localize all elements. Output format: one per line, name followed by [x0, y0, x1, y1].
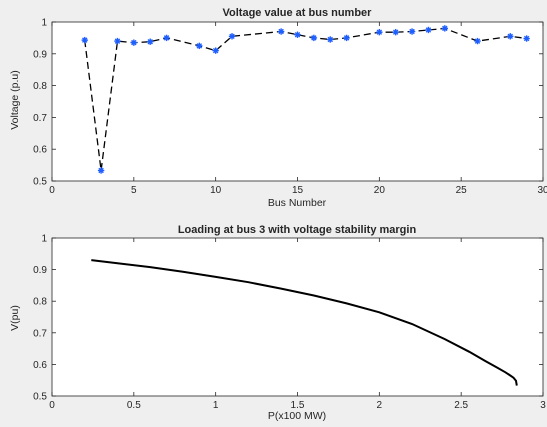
data-point-stroke: [98, 167, 104, 174]
data-point-stroke: [409, 28, 415, 35]
data-point: [130, 39, 138, 46]
y-tick-label: 0.8: [33, 81, 47, 92]
data-point-stroke: [196, 43, 203, 49]
data-point-stroke: [474, 38, 481, 44]
x-axis-label: Bus Number: [268, 197, 327, 209]
data-point: [147, 38, 154, 45]
data-point-stroke: [327, 36, 333, 43]
data-point-stroke: [343, 35, 350, 41]
x-tick-label: 2: [377, 400, 383, 411]
data-point: [327, 36, 334, 43]
data-point-stroke: [507, 33, 514, 40]
data-point: [196, 42, 203, 50]
data-point: [425, 26, 432, 34]
x-axis-label: P(x100 MW): [268, 410, 326, 422]
y-tick-label: 1: [41, 18, 47, 29]
data-point-stroke: [163, 35, 170, 41]
data-point: [408, 28, 416, 35]
data-point-stroke: [523, 35, 530, 42]
data-point: [228, 33, 236, 40]
data-point: [523, 35, 530, 42]
chart-title: Voltage value at bus number: [223, 7, 373, 19]
data-point: [277, 28, 285, 35]
data-point: [392, 28, 399, 36]
y-tick-label: 0.7: [33, 113, 47, 124]
x-tick-label: 1: [213, 400, 219, 411]
data-point-stroke: [442, 25, 448, 32]
data-point: [310, 34, 318, 42]
y-tick-label: 0.5: [33, 392, 47, 403]
y-tick-label: 0.5: [33, 177, 47, 188]
data-point: [294, 31, 301, 38]
series-line: [84, 27, 527, 171]
data-point-stroke: [392, 29, 399, 35]
chart-title: Loading at bus 3 with voltage stability …: [178, 224, 417, 236]
data-point-stroke: [278, 28, 284, 35]
x-tick-label: 3: [540, 400, 546, 411]
y-tick-label: 0.8: [33, 297, 47, 308]
series-line: [91, 259, 518, 386]
data-point-stroke: [425, 27, 432, 33]
x-tick-label: 5: [131, 185, 137, 196]
y-tick-label: 1: [41, 234, 47, 245]
y-axis-label: Voltage (p.u): [9, 70, 21, 130]
data-point-stroke: [376, 29, 383, 35]
data-point: [163, 34, 170, 42]
x-tick-label: 0: [49, 185, 55, 196]
x-tick-label: 0.5: [127, 400, 141, 411]
y-tick-label: 0.6: [33, 145, 47, 156]
data-point-stroke: [229, 33, 235, 40]
y-tick-label: 0.9: [33, 265, 47, 276]
data-point-stroke: [147, 38, 153, 45]
data-point-stroke: [114, 38, 121, 44]
x-tick-label: 30: [537, 185, 547, 196]
data-point-stroke: [131, 39, 137, 46]
data-point-stroke: [81, 37, 88, 43]
data-point: [212, 47, 219, 54]
data-point: [97, 167, 105, 174]
data-point: [376, 28, 383, 36]
x-tick-label: 2.5: [454, 400, 468, 411]
x-tick-label: 15: [292, 185, 304, 196]
x-tick-label: 25: [456, 185, 468, 196]
loading-chart: Loading at bus 3 with voltage stability …: [9, 224, 546, 422]
x-tick-label: 0: [49, 400, 55, 411]
y-tick-label: 0.9: [33, 49, 47, 60]
data-point: [474, 37, 481, 45]
data-point: [114, 37, 121, 45]
x-tick-label: 1.5: [291, 400, 305, 411]
data-point: [441, 25, 448, 32]
plot-area: [51, 237, 544, 397]
y-tick-label: 0.6: [33, 360, 47, 371]
y-axis-label: V(pu): [9, 305, 21, 331]
plot-area: [51, 21, 544, 182]
data-point-stroke: [294, 31, 301, 38]
data-point-stroke: [212, 47, 219, 54]
x-tick-label: 10: [210, 185, 222, 196]
y-tick-label: 0.7: [33, 328, 47, 339]
x-tick-label: 20: [374, 185, 386, 196]
data-point: [507, 33, 514, 40]
voltage-chart: Voltage value at bus number Bus Number V…: [9, 7, 547, 209]
data-point-stroke: [311, 35, 317, 41]
data-point: [343, 34, 350, 42]
data-point: [81, 36, 88, 44]
